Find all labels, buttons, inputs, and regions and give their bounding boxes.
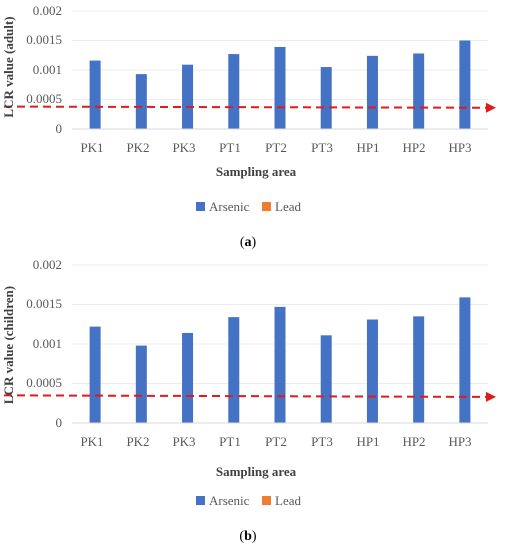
reference-dashed-line <box>3 394 487 398</box>
x-axis-title: Sampling area <box>216 164 297 179</box>
y-tick-label: 0.0005 <box>26 91 62 106</box>
x-tick-label: PK1 <box>80 434 103 449</box>
panel-label-b: (b) <box>239 529 256 544</box>
y-tick-label: 0.0005 <box>26 375 62 390</box>
bar-arsenic-pk3 <box>182 332 194 423</box>
y-axis-title: LCR value (children) <box>1 286 16 404</box>
x-axis-title: Sampling area <box>216 464 297 479</box>
x-tick-label: PK1 <box>80 140 103 155</box>
legend-label-arsenic: Arsenic <box>209 493 250 508</box>
x-tick-label: HP1 <box>356 434 379 449</box>
x-tick-label: HP2 <box>402 434 425 449</box>
reference-line-a <box>3 102 496 113</box>
legend-label-lead: Lead <box>275 493 301 508</box>
reference-arrowhead <box>486 102 496 113</box>
panel-label-a: (a) <box>240 235 257 250</box>
bar-arsenic-pk3 <box>182 64 194 129</box>
bars-a <box>89 40 471 130</box>
reference-line-b <box>3 391 496 402</box>
bar-arsenic-pk1 <box>89 60 101 130</box>
x-tick-label: PT1 <box>219 434 241 449</box>
x-tick-label: PT2 <box>265 140 287 155</box>
legend-swatch-lead <box>262 496 271 505</box>
bar-arsenic-hp2 <box>413 316 425 423</box>
bar-arsenic-pk2 <box>135 345 147 423</box>
y-tick-label: 0.001 <box>33 62 62 77</box>
bar-arsenic-pt1 <box>228 317 240 423</box>
x-tick-label: PK3 <box>172 140 195 155</box>
reference-dashed-line <box>3 105 487 109</box>
legend-swatch-arsenic <box>196 496 205 505</box>
chart-panel-a: 0.002 0.0015 0.001 0.0005 0 PK1 PK2 PK3 … <box>1 3 496 250</box>
bar-arsenic-pk1 <box>89 326 101 423</box>
y-tick-label: 0.002 <box>33 3 62 18</box>
bars-b <box>89 297 471 423</box>
y-tick-label: 0.0015 <box>26 32 62 47</box>
bar-arsenic-pk2 <box>135 74 147 129</box>
bar-arsenic-pt3 <box>320 335 332 423</box>
bar-arsenic-hp3 <box>459 297 471 423</box>
legend-label-lead: Lead <box>275 199 301 214</box>
x-tick-label: PT3 <box>311 140 333 155</box>
x-tick-label: HP3 <box>448 434 471 449</box>
bar-arsenic-hp1 <box>366 55 378 130</box>
bar-arsenic-pt2 <box>274 46 286 129</box>
x-tick-label: PK2 <box>126 434 149 449</box>
x-tick-label: HP1 <box>356 140 379 155</box>
y-tick-label: 0.001 <box>33 336 62 351</box>
chart-panel-b: 0.002 0.0015 0.001 0.0005 0 PK1 PK2 PK3 … <box>1 257 496 544</box>
x-tick-label: PT1 <box>219 140 241 155</box>
bar-arsenic-hp1 <box>366 319 378 423</box>
reference-arrowhead <box>486 391 496 402</box>
bar-arsenic-pt2 <box>274 306 286 423</box>
legend-label-arsenic: Arsenic <box>209 199 250 214</box>
x-tick-label: HP3 <box>448 140 471 155</box>
x-tick-label: PT2 <box>265 434 287 449</box>
y-tick-label: 0.002 <box>33 257 62 272</box>
y-tick-label: 0 <box>56 121 63 136</box>
legend-swatch-arsenic <box>196 202 205 211</box>
legend-swatch-lead <box>262 202 271 211</box>
bar-arsenic-hp2 <box>413 53 425 130</box>
bar-arsenic-pt1 <box>228 54 240 129</box>
y-tick-label: 0.0015 <box>26 296 62 311</box>
x-tick-label: PK3 <box>172 434 195 449</box>
y-tick-label: 0 <box>56 415 63 430</box>
x-tick-label: HP2 <box>402 140 425 155</box>
bar-arsenic-hp3 <box>459 40 471 129</box>
y-axis-title: LCR value (adult) <box>1 16 16 117</box>
x-tick-label: PK2 <box>126 140 149 155</box>
x-tick-label: PT3 <box>311 434 333 449</box>
bar-arsenic-pt3 <box>320 67 332 129</box>
